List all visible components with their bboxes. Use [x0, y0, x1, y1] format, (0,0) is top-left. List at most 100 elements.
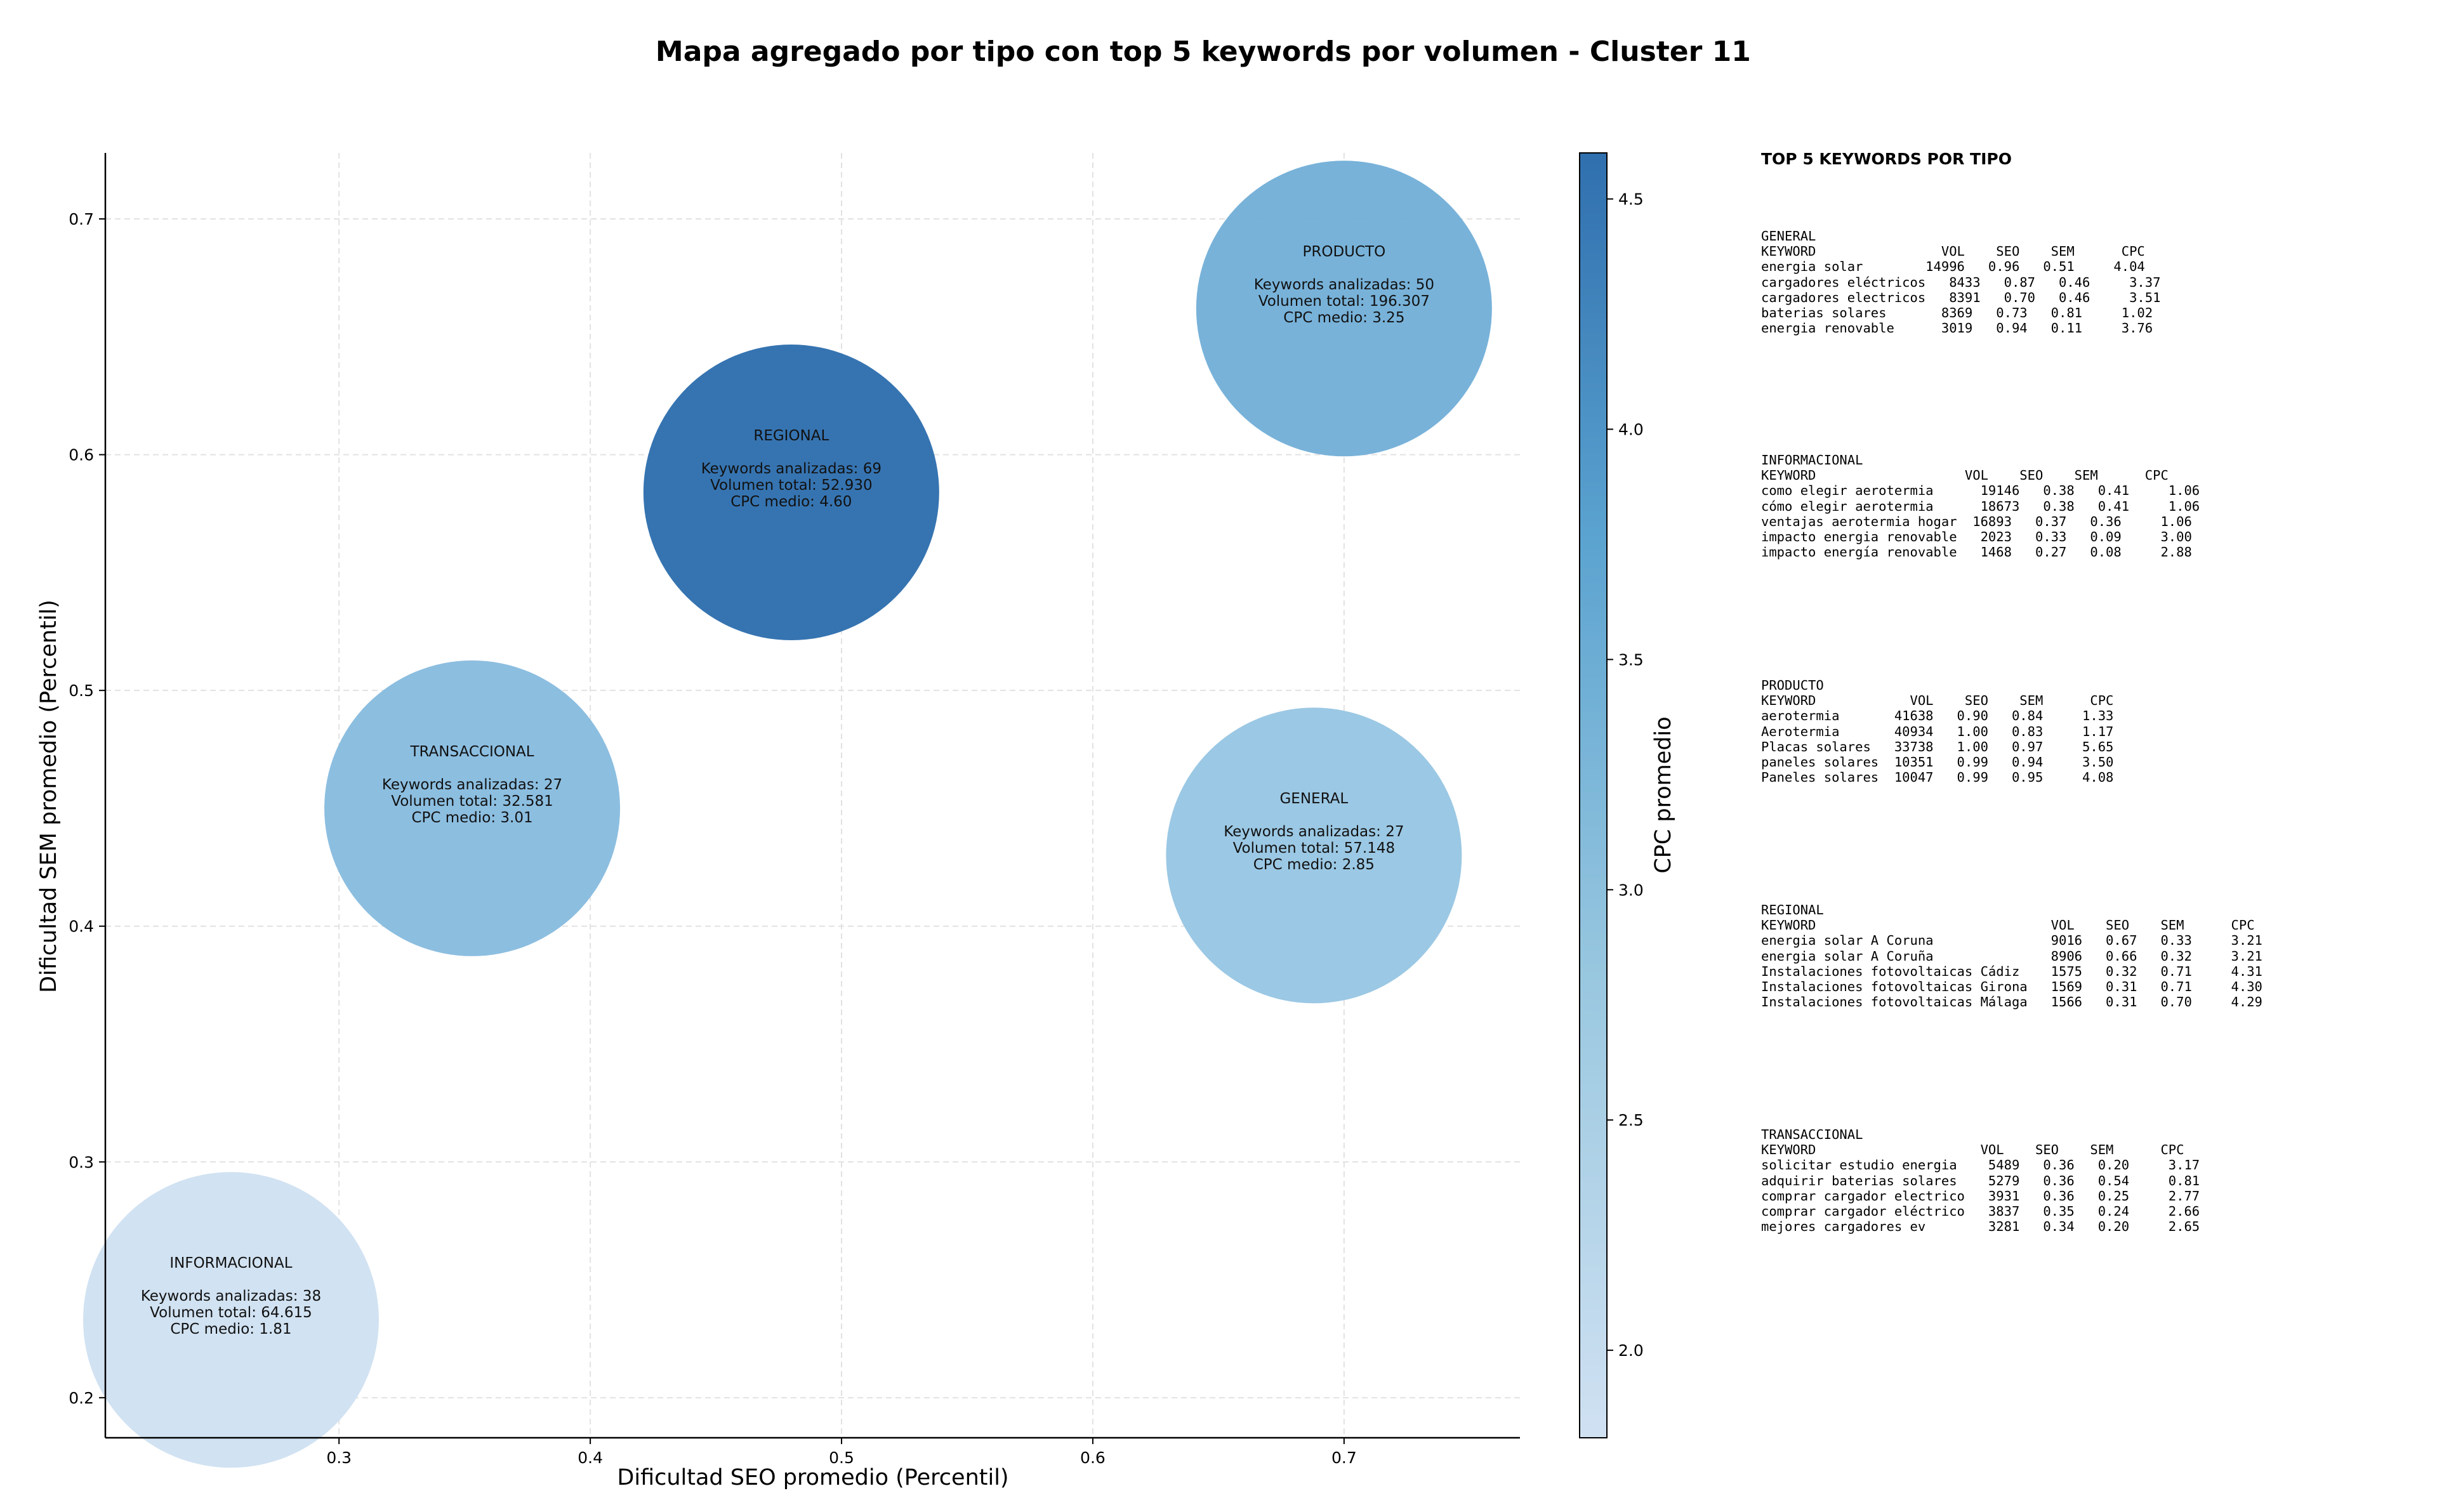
- x-tick-label: 0.5: [829, 1449, 854, 1467]
- bubble-volume-label: Volumen total: 32.581: [391, 793, 553, 810]
- x-tick-label: 0.7: [1331, 1449, 1357, 1467]
- keyword-table-line: energia solar A Coruña 8906 0.66 0.32 3.…: [1761, 948, 2262, 964]
- keyword-table-line: impacto energía renovable 1468 0.27 0.08…: [1761, 544, 2192, 560]
- keyword-table-general: GENERAL KEYWORD VOL SEO SEM CPC energia so…: [1761, 228, 2160, 336]
- bubble-volume-label: Volumen total: 196.307: [1258, 293, 1430, 310]
- keyword-table-line: GENERAL: [1761, 228, 1816, 244]
- keyword-table-line: comprar cargador eléctrico 3837 0.35 0.2…: [1761, 1204, 2200, 1219]
- keyword-table-line: TRANSACCIONAL: [1761, 1127, 1863, 1142]
- keyword-table-line: energia renovable 3019 0.94 0.11 3.76: [1761, 320, 2153, 336]
- bubble-cpc-label: CPC medio: 2.85: [1253, 857, 1375, 873]
- bubble-keywords-label: Keywords analizadas: 27: [382, 777, 562, 793]
- keyword-table-line: KEYWORD VOL SEO SEM CPC: [1761, 1142, 2184, 1158]
- x-tick-label: 0.3: [326, 1449, 352, 1467]
- bubble-type-label: GENERAL: [1279, 791, 1348, 807]
- keyword-table-line: Paneles solares 10047 0.99 0.95 4.08: [1761, 770, 2114, 786]
- keyword-table-line: adquirir baterias solares 5279 0.36 0.54…: [1761, 1173, 2200, 1188]
- y-tick-label: 0.5: [69, 681, 94, 700]
- keyword-table-line: energia solar A Coruna 9016 0.67 0.33 3.…: [1761, 933, 2262, 949]
- chart-title: Mapa agregado por tipo con top 5 keyword…: [656, 36, 1752, 68]
- keyword-table-line: cómo elegir aerotermia 18673 0.38 0.41 1…: [1761, 498, 2200, 514]
- bubble-type-label: TRANSACCIONAL: [409, 744, 534, 760]
- axes: 0.3 0.4 0.5 0.6 0.7 0.2 0.3 0.4 0.5 0.6 0.7: [69, 153, 1520, 1467]
- y-tick-label: 0.7: [69, 210, 94, 228]
- x-tick-label: 0.6: [1080, 1449, 1106, 1467]
- bubble-chart: Mapa agregado por tipo con top 5 keyword…: [36, 36, 1752, 1490]
- bubble-cpc-label: CPC medio: 4.60: [730, 494, 852, 510]
- bubble-keywords-label: Keywords analizadas: 27: [1224, 824, 1404, 840]
- bubble-transaccional: TRANSACCIONAL Keywords analizadas: 27Volu…: [324, 660, 621, 956]
- keyword-table-informacional: INFORMACIONAL KEYWORD VOL SEO SEM CPC como…: [1761, 452, 2200, 560]
- keyword-table-line: cargadores electricos 8391 0.70 0.46 3.5…: [1761, 289, 2161, 305]
- bubble-volume-label: Volumen total: 57.148: [1233, 840, 1396, 857]
- keyword-table-line: Aerotermia 40934 1.00 0.83 1.17: [1761, 723, 2114, 739]
- bubble-informacional: INFORMACIONAL Keywords analizadas: 38Volu…: [83, 1172, 379, 1468]
- colorbar-tick-label: 4.0: [1618, 420, 1644, 438]
- bubble-circle: [324, 660, 621, 956]
- keyword-table-line: impacto energia renovable 2023 0.33 0.09…: [1761, 529, 2192, 545]
- keyword-table-regional: REGIONAL KEYWORD VOL SEO SEM CPC energia s…: [1761, 902, 2262, 1009]
- bubble-type-label: PRODUCTO: [1303, 244, 1386, 260]
- y-tick-label: 0.6: [69, 446, 94, 464]
- bubble-type-label: INFORMACIONAL: [169, 1255, 292, 1272]
- keyword-table-line: Instalaciones fotovoltaicas Málaga 1566 …: [1761, 994, 2262, 1010]
- keyword-table-line: como elegir aerotermia 19146 0.38 0.41 1…: [1761, 483, 2200, 499]
- bubble-volume-label: Volumen total: 52.930: [710, 477, 873, 494]
- keyword-table-line: Placas solares 33738 1.00 0.97 5.65: [1761, 739, 2114, 754]
- y-tick-label: 0.2: [69, 1389, 94, 1407]
- keyword-table-line: ventajas aerotermia hogar 16893 0.37 0.3…: [1761, 513, 2192, 529]
- colorbar-gradient: [1579, 152, 1608, 1438]
- keyword-table-producto: PRODUCTO KEYWORD VOL SEO SEM CPC aerotermi…: [1761, 678, 2113, 785]
- keyword-table-line: KEYWORD VOL SEO SEM CPC: [1761, 693, 2114, 709]
- bubble-circle: [1196, 161, 1492, 457]
- bubble-type-label: REGIONAL: [753, 428, 829, 444]
- bubble-keywords-label: Keywords analizadas: 38: [141, 1288, 321, 1305]
- x-axis-label: Dificultad SEO promedio (Percentil): [617, 1465, 1008, 1490]
- keyword-tables: TOP 5 KEYWORDS POR TIPO GENERAL KEYWORD V…: [1761, 150, 2421, 1234]
- bubble-circle: [1166, 707, 1462, 1004]
- keyword-table-line: KEYWORD VOL SEO SEM CPC: [1761, 468, 2169, 483]
- colorbar-tick-label: 4.5: [1618, 190, 1644, 209]
- bubble-keywords-label: Keywords analizadas: 69: [701, 461, 882, 477]
- keyword-table-transaccional: TRANSACCIONAL KEYWORD VOL SEO SEM CPC soli…: [1761, 1127, 2200, 1234]
- keyword-table-line: solicitar estudio energia 5489 0.36 0.20…: [1761, 1157, 2200, 1173]
- y-tick-label: 0.4: [69, 917, 94, 936]
- colorbar-tick-label: 2.0: [1618, 1341, 1644, 1360]
- colorbar-tick-label: 3.0: [1618, 881, 1644, 899]
- x-tick-label: 0.4: [578, 1449, 603, 1467]
- colorbar-tick-label: 2.5: [1618, 1111, 1644, 1129]
- keyword-table-line: cargadores eléctricos 8433 0.87 0.46 3.3…: [1761, 274, 2161, 290]
- bubble-cpc-label: CPC medio: 1.81: [170, 1321, 291, 1338]
- bubble-circle: [83, 1172, 379, 1468]
- keyword-table-line: PRODUCTO: [1761, 678, 1824, 693]
- colorbar-label: CPC promedio: [1651, 716, 1676, 873]
- keyword-table-line: baterias solares 8369 0.73 0.81 1.02: [1761, 305, 2153, 321]
- y-tick-label: 0.3: [69, 1153, 94, 1171]
- keyword-tables-title: TOP 5 KEYWORDS POR TIPO: [1761, 150, 2012, 168]
- keyword-table-line: aerotermia 41638 0.90 0.84 1.33: [1761, 708, 2114, 724]
- colorbar-ticks: 2.0 2.5 3.0 3.5 4.0 4.5: [1607, 190, 1644, 1360]
- colorbar-tick-label: 3.5: [1618, 650, 1644, 669]
- keyword-table-line: KEYWORD VOL SEO SEM CPC: [1761, 917, 2255, 933]
- bubble-circle: [643, 345, 939, 641]
- bubble-cpc-label: CPC medio: 3.01: [411, 810, 532, 826]
- keyword-table-line: REGIONAL: [1761, 902, 1824, 917]
- keyword-table-line: mejores cargadores ev 3281 0.34 0.20 2.6…: [1761, 1219, 2200, 1235]
- y-axis-label: Dificultad SEM promedio (Percentil): [36, 600, 62, 993]
- keyword-table-line: comprar cargador electrico 3931 0.36 0.2…: [1761, 1188, 2200, 1204]
- keyword-table-line: energia solar 14996 0.96 0.51 4.04: [1761, 259, 2145, 275]
- colorbar: 2.0 2.5 3.0 3.5 4.0 4.5 CPC promedio: [1579, 152, 1676, 1438]
- keyword-table-line: KEYWORD VOL SEO SEM CPC: [1761, 244, 2145, 260]
- keyword-table-line: Instalaciones fotovoltaicas Girona 1569 …: [1761, 979, 2262, 995]
- bubble-volume-label: Volumen total: 64.615: [150, 1305, 312, 1321]
- bubble-cpc-label: CPC medio: 3.25: [1283, 310, 1404, 326]
- bubble-keywords-label: Keywords analizadas: 50: [1254, 277, 1434, 293]
- keyword-table-line: paneles solares 10351 0.99 0.94 3.50: [1761, 754, 2114, 770]
- keyword-table-line: Instalaciones fotovoltaicas Cádiz 1575 0…: [1761, 963, 2262, 979]
- keyword-table-line: INFORMACIONAL: [1761, 452, 1863, 468]
